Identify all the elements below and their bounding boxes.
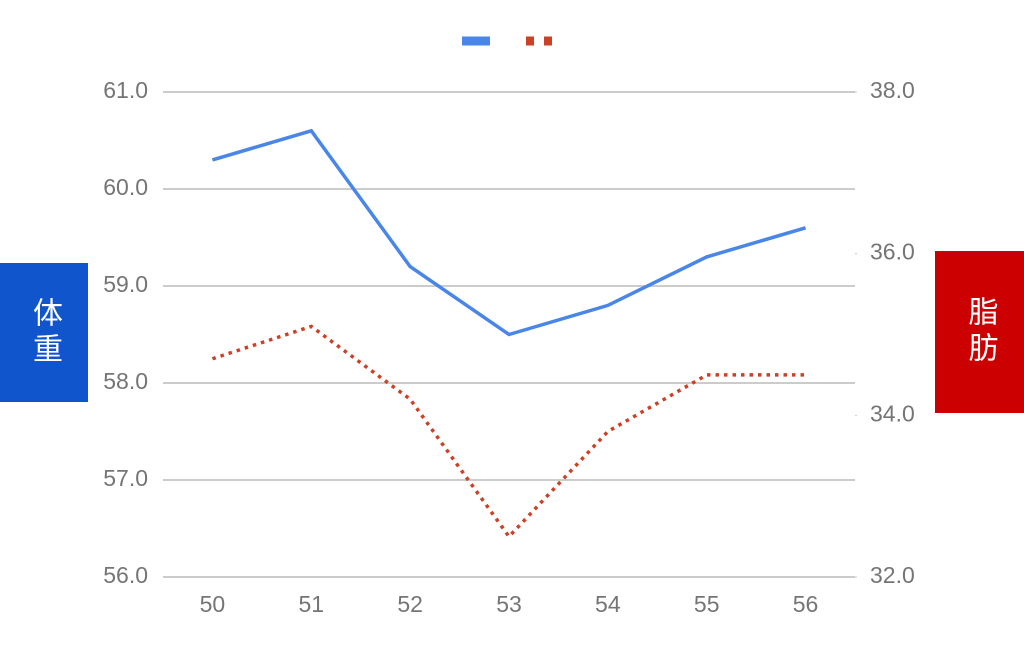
y-axis-title: 体重 [0, 263, 88, 402]
x-tick-label: 55 [694, 591, 720, 617]
series-line [211, 324, 806, 540]
y-tick-label: 60.0 [103, 174, 148, 200]
y2-tick-label: 38.0 [870, 77, 915, 103]
x-tick-label: 50 [200, 591, 226, 617]
y2-axis-title: 脂肪 [935, 251, 1024, 413]
y2-tick-label: 36.0 [870, 239, 915, 265]
y2-tick-label: 34.0 [870, 400, 915, 426]
x-tick-label: 51 [298, 591, 324, 617]
y-tick-label: 56.0 [103, 562, 148, 588]
y-tick-label: 57.0 [103, 465, 148, 491]
x-tick-label: 56 [793, 591, 819, 617]
y2-tick-label: 32.0 [870, 562, 915, 588]
x-tick-label: 54 [595, 591, 621, 617]
y-tick-label: 61.0 [103, 77, 148, 103]
y-tick-label: 59.0 [103, 271, 148, 297]
y-tick-label: 58.0 [103, 368, 148, 394]
x-tick-label: 53 [496, 591, 522, 617]
x-tick-label: 52 [397, 591, 423, 617]
series-line [211, 128, 807, 337]
